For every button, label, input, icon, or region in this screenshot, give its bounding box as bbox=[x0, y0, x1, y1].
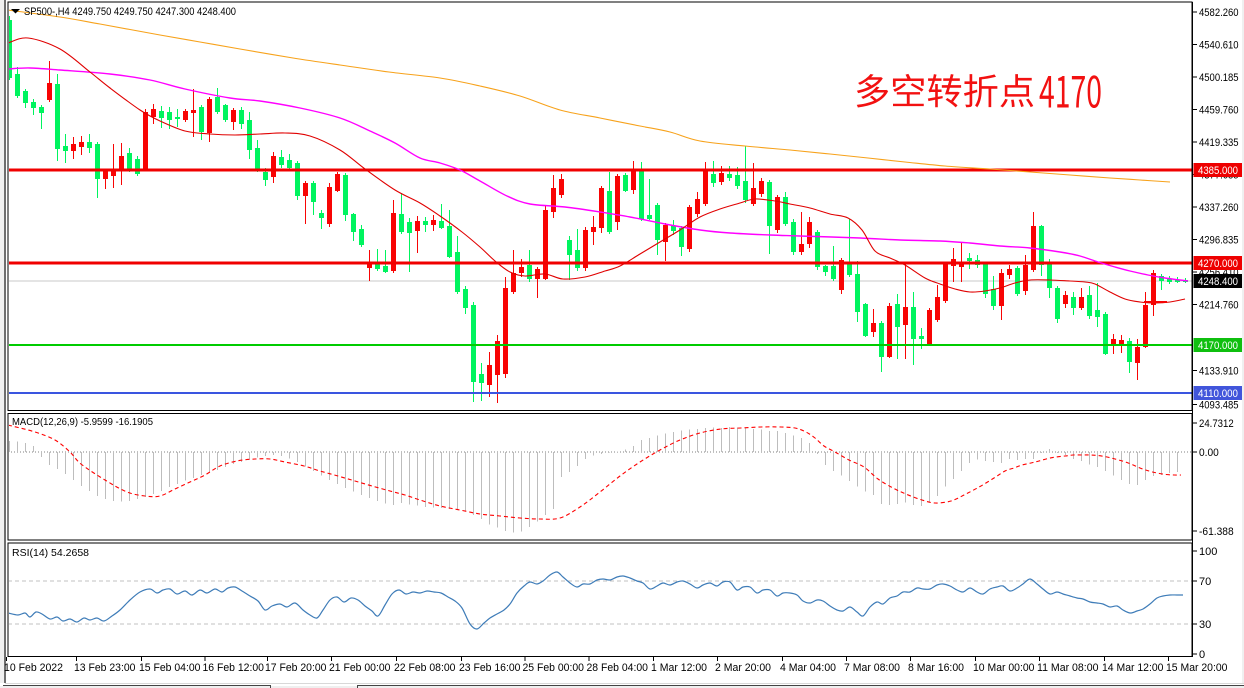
svg-text:4093.485: 4093.485 bbox=[1199, 400, 1239, 412]
svg-text:4214.760: 4214.760 bbox=[1199, 300, 1239, 312]
svg-text:21 Feb 00:00: 21 Feb 00:00 bbox=[329, 662, 391, 674]
svg-text:15 Feb 04:00: 15 Feb 04:00 bbox=[139, 662, 201, 674]
svg-text:17 Feb 20:00: 17 Feb 20:00 bbox=[265, 662, 327, 674]
svg-text:4500.185: 4500.185 bbox=[1199, 72, 1239, 84]
svg-text:RSI(14) 54.2658: RSI(14) 54.2658 bbox=[12, 547, 89, 559]
svg-text:25 Feb 00:00: 25 Feb 00:00 bbox=[523, 662, 585, 674]
svg-text:4248.400: 4248.400 bbox=[1198, 276, 1238, 288]
svg-text:4270.000: 4270.000 bbox=[1198, 258, 1238, 270]
svg-text:1 Mar 12:00: 1 Mar 12:00 bbox=[651, 662, 707, 674]
svg-text:4385.000: 4385.000 bbox=[1198, 165, 1238, 177]
svg-text:MACD(12,26,9) -5.9599 -16.1905: MACD(12,26,9) -5.9599 -16.1905 bbox=[12, 416, 153, 428]
svg-text:7 Mar 08:00: 7 Mar 08:00 bbox=[844, 662, 900, 674]
svg-text:22 Feb 08:00: 22 Feb 08:00 bbox=[394, 662, 456, 674]
svg-text:10 Feb 2022: 10 Feb 2022 bbox=[4, 662, 63, 674]
svg-text:100: 100 bbox=[1199, 546, 1217, 558]
svg-text:0.00: 0.00 bbox=[1199, 447, 1219, 459]
svg-text:4419.335: 4419.335 bbox=[1199, 137, 1239, 149]
svg-text:4133.910: 4133.910 bbox=[1199, 366, 1239, 378]
svg-text:4337.260: 4337.260 bbox=[1199, 202, 1239, 214]
svg-text:4540.610: 4540.610 bbox=[1199, 40, 1239, 52]
svg-text:11 Mar 08:00: 11 Mar 08:00 bbox=[1037, 662, 1099, 674]
svg-text:10 Mar 00:00: 10 Mar 00:00 bbox=[973, 662, 1035, 674]
svg-text:13 Feb 23:00: 13 Feb 23:00 bbox=[74, 662, 136, 674]
svg-text:4110.000: 4110.000 bbox=[1198, 388, 1238, 400]
svg-text:4459.760: 4459.760 bbox=[1199, 105, 1239, 117]
svg-text:24.7312: 24.7312 bbox=[1199, 418, 1234, 430]
svg-text:4296.835: 4296.835 bbox=[1199, 235, 1239, 247]
svg-text:16 Feb 12:00: 16 Feb 12:00 bbox=[203, 662, 265, 674]
svg-text:4170.000: 4170.000 bbox=[1198, 340, 1238, 352]
svg-text:-61.388: -61.388 bbox=[1199, 526, 1234, 538]
svg-text:28 Feb 04:00: 28 Feb 04:00 bbox=[587, 662, 649, 674]
svg-text:70: 70 bbox=[1199, 576, 1211, 588]
svg-text:30: 30 bbox=[1199, 619, 1211, 631]
svg-text:14 Mar 12:00: 14 Mar 12:00 bbox=[1102, 662, 1164, 674]
svg-text:4582.260: 4582.260 bbox=[1199, 7, 1239, 19]
svg-text:23 Feb 16:00: 23 Feb 16:00 bbox=[459, 662, 521, 674]
svg-text:SP500-,H4 4249.750 4249.750 4: SP500-,H4 4249.750 4249.750 4247.300 424… bbox=[24, 6, 236, 18]
svg-text:15 Mar 20:00: 15 Mar 20:00 bbox=[1166, 662, 1228, 674]
svg-text:4 Mar 04:00: 4 Mar 04:00 bbox=[780, 662, 836, 674]
svg-text:8 Mar 16:00: 8 Mar 16:00 bbox=[908, 662, 964, 674]
svg-text:0: 0 bbox=[1199, 649, 1205, 661]
svg-text:2 Mar 20:00: 2 Mar 20:00 bbox=[715, 662, 771, 674]
